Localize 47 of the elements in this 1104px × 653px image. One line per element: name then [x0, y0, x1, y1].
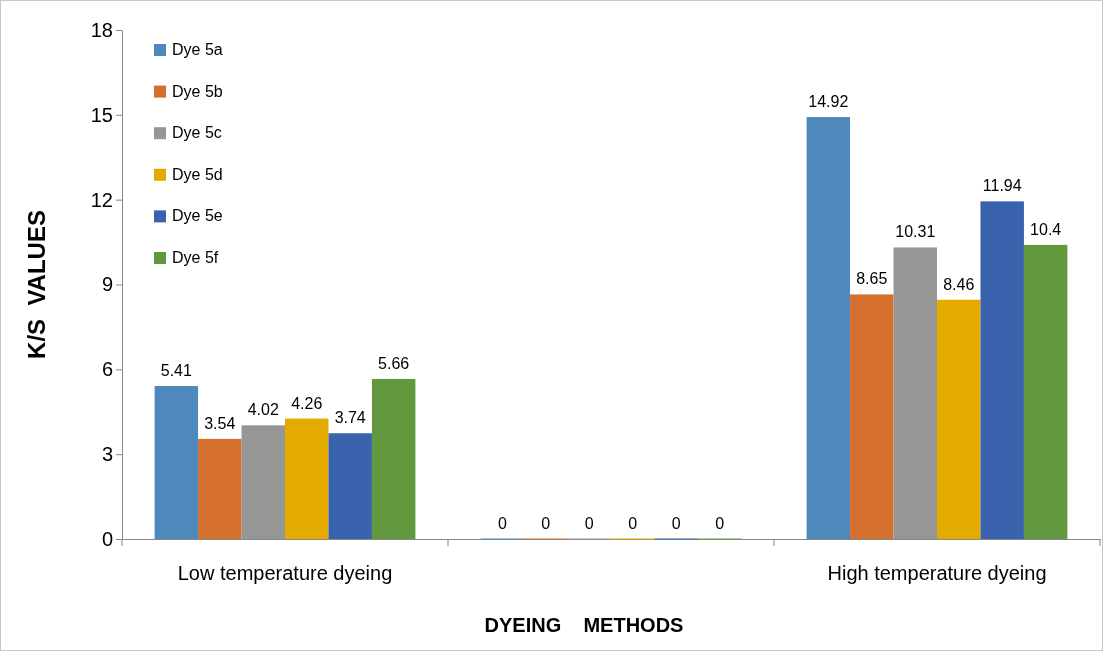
bar — [980, 201, 1024, 539]
legend-label: Dye 5e — [172, 207, 223, 225]
data-label: 0 — [671, 515, 681, 532]
legend-label: Dye 5a — [172, 41, 223, 58]
y-tick-label: 12 — [90, 188, 113, 211]
y-tick-label: 6 — [101, 358, 113, 381]
data-label: 0 — [715, 515, 725, 532]
bar — [154, 386, 199, 539]
data-label: 0 — [541, 515, 551, 532]
y-tick-label: 3 — [101, 443, 113, 466]
y-axis-title: K/S VALUES — [23, 210, 50, 359]
y-tick-label: 9 — [101, 273, 113, 296]
data-label: 4.26 — [291, 394, 323, 412]
x-tick-label: Low temperature dyeing — [177, 562, 393, 584]
data-label: 0 — [584, 515, 594, 532]
data-label: 10.4 — [1030, 220, 1062, 238]
data-label: 8.46 — [943, 275, 975, 293]
legend-label: Dye 5d — [172, 165, 223, 183]
x-axis-title: DYEING METHODS — [484, 614, 684, 636]
y-tick-label: 15 — [90, 103, 113, 126]
y-tick-label: 0 — [101, 527, 113, 550]
data-label: 3.54 — [204, 414, 236, 432]
bar — [328, 433, 372, 539]
legend-label: Dye 5c — [172, 124, 222, 142]
legend-label: Dye 5b — [172, 82, 223, 100]
data-label: 5.66 — [378, 354, 410, 372]
bar — [1023, 244, 1068, 539]
bar — [806, 117, 851, 539]
bar — [850, 294, 894, 539]
bar — [198, 438, 242, 539]
data-label: 3.74 — [334, 409, 366, 427]
data-label: 14.92 — [808, 93, 849, 111]
bar — [285, 418, 329, 539]
y-tick-label: 18 — [90, 18, 113, 41]
data-label: 5.41 — [160, 362, 193, 380]
data-label: 0 — [497, 515, 507, 532]
bar — [937, 299, 981, 539]
data-label: 0 — [628, 515, 638, 532]
data-label: 4.02 — [247, 401, 279, 419]
bar — [893, 247, 937, 539]
data-label: 8.65 — [856, 270, 888, 288]
bar — [371, 378, 416, 539]
x-tick-label: High temperature dyeing — [827, 562, 1047, 584]
bar — [241, 425, 285, 539]
data-label: 11.94 — [982, 177, 1022, 195]
data-label: 10.31 — [895, 223, 936, 241]
legend-label: Dye 5f — [172, 249, 219, 266]
